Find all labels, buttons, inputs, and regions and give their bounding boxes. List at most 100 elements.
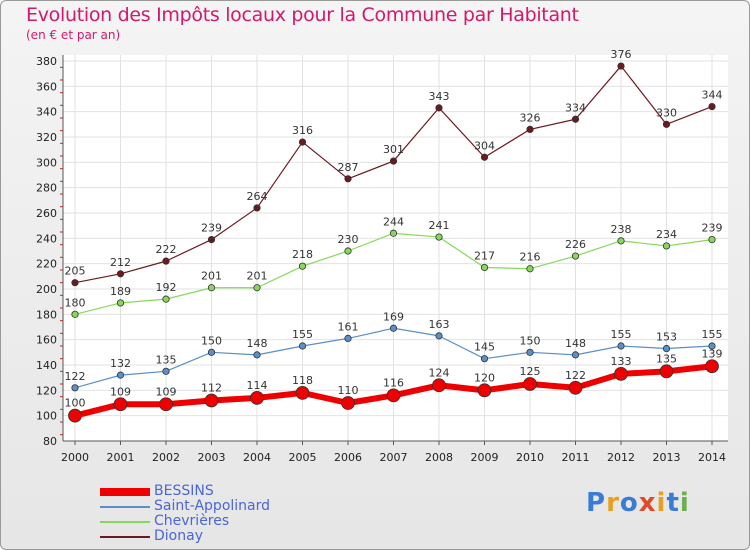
data-point-bessins: [705, 359, 719, 374]
y-tick-label: 180: [36, 308, 57, 321]
data-label-bessins: 118: [292, 374, 313, 387]
data-label-bessins: 109: [156, 385, 177, 398]
data-label-saint-appolinard: 153: [656, 331, 677, 344]
data-point-bessins: [477, 383, 492, 398]
data-point-bessins: [295, 385, 310, 400]
x-tick-label: 2006: [334, 451, 362, 464]
legend-swatch: [100, 521, 150, 523]
legend-label: Dionay: [154, 528, 203, 544]
data-label-bessins: 122: [565, 369, 586, 382]
data-point-bessins: [113, 397, 128, 412]
data-point-bessins: [68, 408, 82, 423]
data-point-saint-appolinard: [344, 334, 352, 342]
data-point-bessins: [250, 391, 264, 405]
data-label-dionay: 304: [474, 139, 495, 152]
y-tick-label: 160: [36, 334, 57, 347]
data-point-chevri-res: [526, 265, 534, 273]
data-point-chevri-res: [344, 247, 352, 255]
x-tick-label: 2005: [289, 451, 317, 464]
data-point-dionay: [617, 62, 625, 70]
data-label-dionay: 301: [383, 143, 404, 156]
data-label-saint-appolinard: 122: [65, 370, 86, 383]
data-point-chevri-res: [162, 295, 170, 303]
y-tick-label: 360: [36, 80, 57, 93]
x-tick-label: 2008: [425, 451, 453, 464]
data-point-chevri-res: [480, 263, 489, 272]
data-point-dionay: [116, 270, 125, 278]
data-label-chevri-res: 218: [292, 248, 313, 261]
data-point-chevri-res: [71, 310, 79, 318]
data-label-dionay: 205: [65, 265, 86, 278]
data-label-chevri-res: 241: [429, 219, 450, 232]
data-label-chevri-res: 234: [656, 228, 677, 241]
y-tick-label: 320: [36, 131, 57, 144]
data-point-chevri-res: [435, 233, 443, 241]
y-tick-label: 80: [43, 435, 57, 448]
y-tick-label: 220: [36, 258, 57, 271]
data-point-bessins: [432, 378, 446, 393]
data-point-saint-appolinard: [207, 348, 216, 356]
data-point-bessins: [159, 397, 173, 412]
data-label-saint-appolinard: 148: [565, 337, 586, 350]
data-label-chevri-res: 201: [201, 270, 222, 283]
legend-label: BESSINS: [154, 483, 214, 499]
data-label-saint-appolinard: 169: [383, 310, 404, 323]
data-label-bessins: 139: [702, 347, 723, 360]
data-point-chevri-res: [116, 299, 125, 307]
y-tick-label: 300: [36, 156, 57, 169]
data-label-dionay: 334: [565, 101, 586, 114]
data-label-dionay: 330: [656, 106, 677, 119]
x-tick-label: 2002: [152, 451, 180, 464]
chart-title: Evolution des Impôts locaux pour la Comm…: [26, 4, 579, 26]
proxiti-logo: Proxiti: [586, 488, 690, 518]
data-point-bessins: [614, 366, 628, 381]
data-point-saint-appolinard: [116, 371, 125, 379]
data-label-bessins: 133: [611, 355, 632, 368]
data-label-dionay: 287: [338, 161, 359, 174]
data-point-saint-appolinard: [298, 342, 307, 350]
data-point-dionay: [389, 157, 398, 165]
data-point-saint-appolinard: [662, 344, 671, 353]
data-point-chevri-res: [298, 262, 307, 270]
x-tick-label: 2003: [198, 451, 226, 464]
x-tick-label: 2009: [471, 451, 499, 464]
x-tick-label: 2012: [607, 451, 635, 464]
data-point-dionay: [298, 138, 307, 146]
data-point-chevri-res: [708, 236, 716, 244]
data-label-dionay: 264: [247, 190, 268, 203]
data-point-bessins: [341, 396, 355, 410]
x-tick-label: 2007: [380, 451, 408, 464]
data-label-chevri-res: 217: [474, 249, 495, 262]
legend-swatch: [100, 488, 150, 496]
y-tick-label: 340: [36, 106, 57, 119]
data-point-saint-appolinard: [526, 348, 534, 356]
data-label-bessins: 112: [201, 381, 222, 394]
data-label-bessins: 135: [656, 352, 677, 365]
data-point-saint-appolinard: [435, 332, 443, 340]
data-point-saint-appolinard: [71, 384, 79, 392]
data-label-bessins: 120: [474, 371, 495, 384]
data-point-dionay: [162, 257, 170, 265]
y-tick-label: 260: [36, 207, 57, 220]
data-label-saint-appolinard: 161: [338, 320, 359, 333]
x-tick-label: 2001: [107, 451, 135, 464]
data-label-saint-appolinard: 155: [292, 328, 313, 341]
data-label-bessins: 110: [338, 384, 359, 397]
data-label-dionay: 222: [156, 243, 177, 256]
data-label-chevri-res: 230: [338, 233, 359, 246]
data-label-bessins: 116: [383, 376, 404, 389]
data-point-saint-appolinard: [389, 324, 398, 332]
data-label-bessins: 114: [247, 379, 268, 392]
data-point-bessins: [386, 388, 401, 403]
x-tick-label: 2013: [653, 451, 681, 464]
y-tick-label: 280: [36, 182, 57, 195]
data-point-dionay: [526, 125, 534, 133]
data-point-saint-appolinard: [253, 351, 261, 359]
data-label-saint-appolinard: 150: [520, 334, 541, 347]
data-label-chevri-res: 201: [247, 270, 268, 283]
data-label-dionay: 212: [110, 256, 131, 269]
legend-label: Chevrières: [154, 513, 230, 529]
data-point-chevri-res: [207, 284, 216, 292]
data-point-saint-appolinard: [708, 342, 716, 350]
x-tick-label: 2014: [698, 451, 726, 464]
